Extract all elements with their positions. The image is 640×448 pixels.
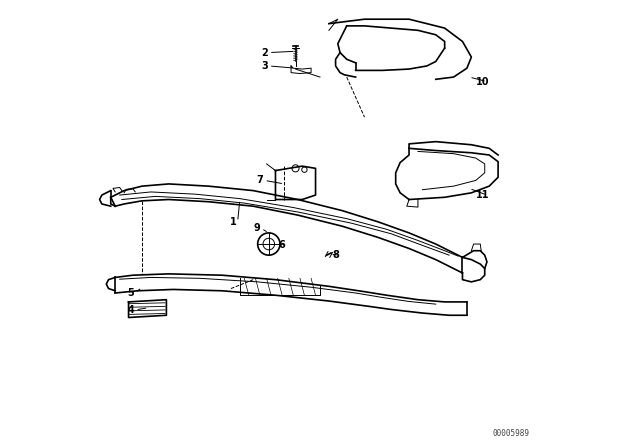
Text: 10: 10 [476,77,489,86]
Text: 5: 5 [127,288,134,298]
Text: 7: 7 [257,175,263,185]
Text: 2: 2 [261,47,268,58]
Text: 8: 8 [332,250,339,260]
Text: 11: 11 [476,190,489,200]
Text: 9: 9 [253,224,260,233]
Text: 1: 1 [230,217,237,227]
Text: 3: 3 [261,61,268,71]
Text: 4: 4 [127,305,134,315]
Text: 6: 6 [279,241,285,250]
Text: 00005989: 00005989 [492,429,529,438]
